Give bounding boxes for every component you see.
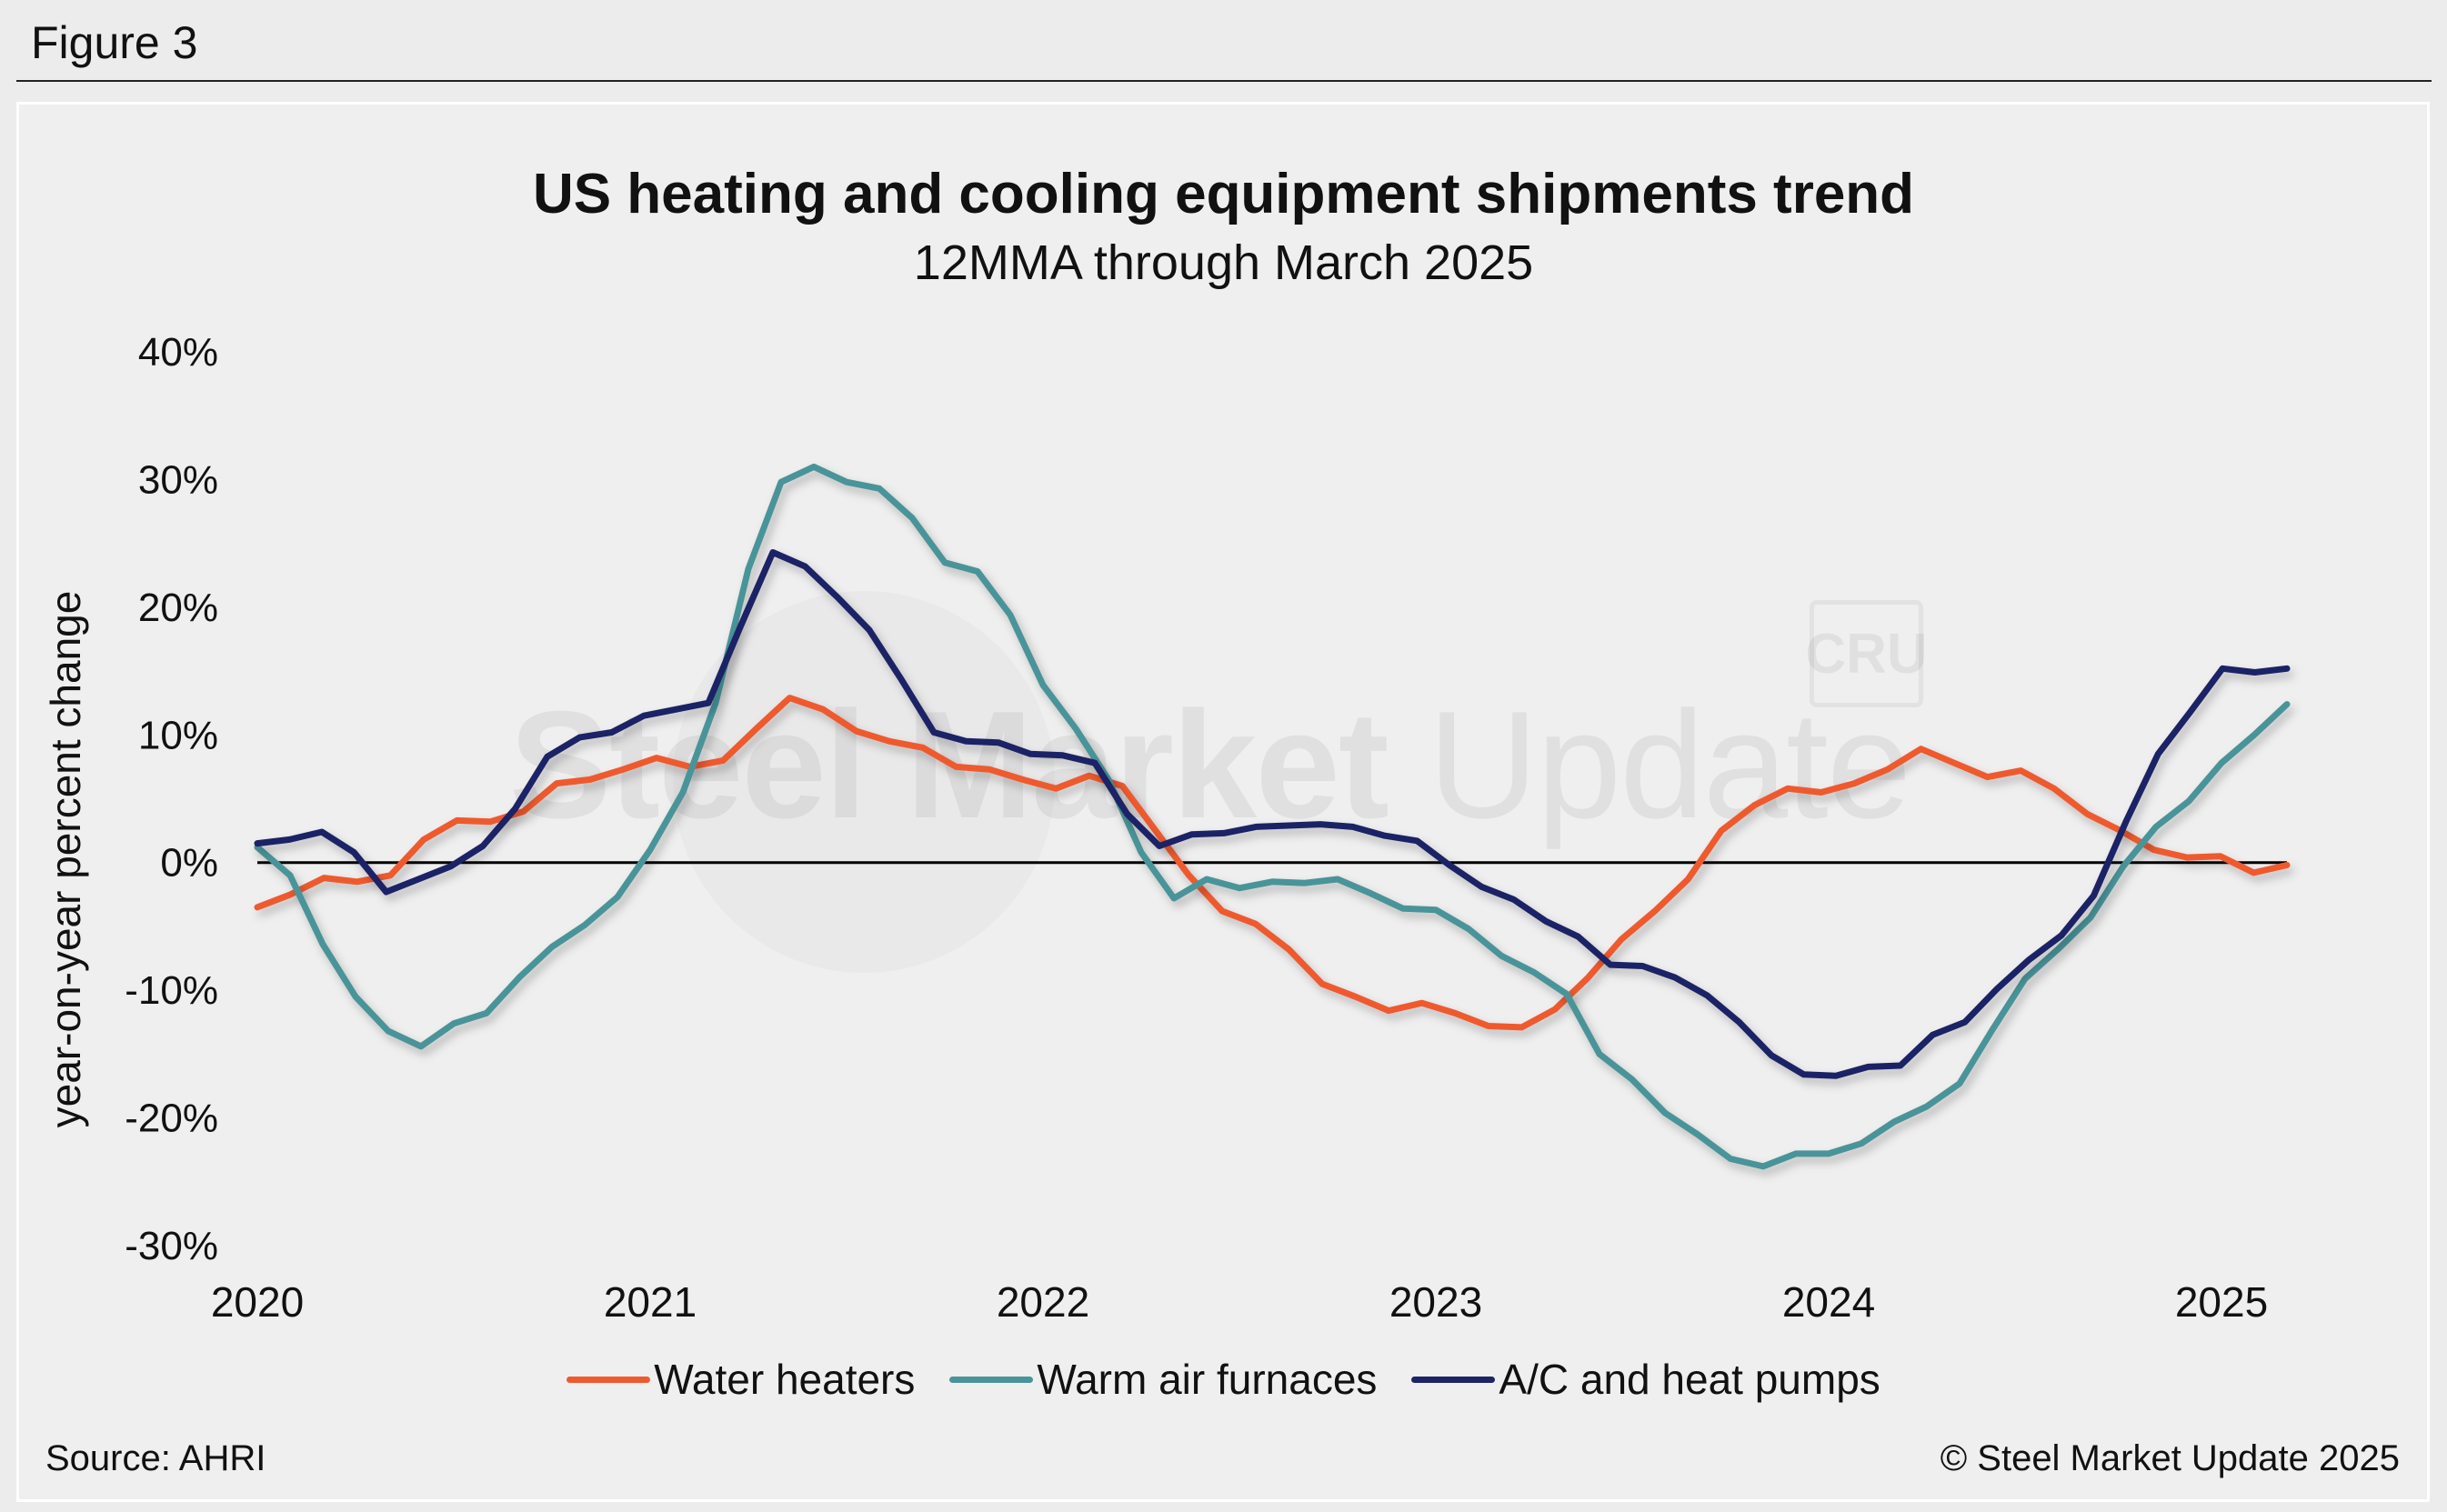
figure-divider (16, 80, 2432, 82)
y-tick-label: -20% (125, 1096, 218, 1141)
series-line-warm-air-furnaces (254, 463, 2291, 1170)
y-tick-label: -10% (125, 968, 218, 1013)
x-tick-label: 2024 (1782, 1278, 1875, 1326)
series-line-water-heaters (254, 695, 2291, 1031)
x-axis-ticks: 2020 2021 2022 2023 2024 2025 (211, 1278, 2268, 1326)
chart-panel (16, 102, 2430, 1502)
legend-swatch (567, 1376, 651, 1383)
x-tick-label: 2025 (2175, 1278, 2268, 1326)
x-tick-label: 2020 (211, 1278, 304, 1326)
y-tick-label: 40% (138, 330, 218, 375)
chart-subtitle: 12MMA through March 2025 (913, 235, 1534, 290)
y-tick-label: 30% (138, 457, 218, 502)
copyright-note: © Steel Market Update 2025 (1940, 1438, 2400, 1478)
y-axis-ticks: 40% 30% 20% 10% 0% -10% -20% -30% (125, 330, 218, 1268)
legend-swatch (949, 1376, 1034, 1383)
y-tick-label: 20% (138, 586, 218, 630)
series-line-ac-heat-pumps (254, 549, 2291, 1079)
chart-title: US heating and cooling equipment shipmen… (532, 163, 1915, 225)
source-note: Source: AHRI (45, 1438, 266, 1478)
y-tick-label: -30% (125, 1224, 218, 1268)
figure-label: Figure 3 (31, 17, 198, 68)
legend-label: Warm air furnaces (1037, 1356, 1378, 1403)
legend-label: Water heaters (654, 1356, 916, 1403)
x-tick-label: 2023 (1389, 1278, 1482, 1326)
legend-label: A/C and heat pumps (1499, 1356, 1880, 1403)
series-lines (254, 463, 2291, 1170)
x-tick-label: 2022 (997, 1278, 1089, 1326)
x-tick-label: 2021 (604, 1278, 697, 1326)
legend-item: Water heaters (567, 1355, 915, 1404)
y-tick-label: 10% (138, 713, 218, 757)
watermark-logo: CRU (1805, 600, 1928, 707)
watermark-brand: Steel Market Update (509, 679, 1911, 850)
y-tick-label: 0% (160, 841, 218, 886)
legend: Water heaters Warm air furnaces A/C and he… (0, 1355, 2447, 1404)
legend-item: Warm air furnaces (949, 1355, 1377, 1404)
legend-item: A/C and heat pumps (1411, 1355, 1880, 1404)
legend-swatch (1411, 1376, 1496, 1383)
